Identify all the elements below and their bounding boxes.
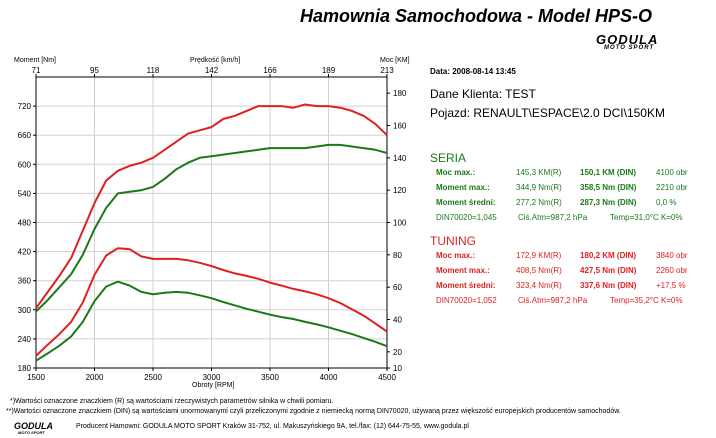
client-line: Dane Klienta: TEST [430,87,536,101]
y-right-tick-label: 100 [393,219,407,228]
top-tick-label: 95 [90,66,99,75]
y-left-tick-label: 600 [18,160,32,169]
top-tick-label: 71 [32,66,41,75]
top-axis-label: Prędkość [km/h] [190,57,241,64]
footer-logo-sub: MOTO SPORT [18,430,45,435]
footer-logo-main: GODULA [14,421,53,431]
godula-logo: GODULA MOTO SPORT [596,32,680,52]
top-tick-label: 213 [380,66,394,75]
series-line-seria-moment [35,280,388,362]
top-tick-label: 142 [205,66,219,75]
right-axis-label: Moc [KM] [380,57,410,64]
series-line-tuning-moment [35,247,388,357]
y-left-tick-label: 660 [18,131,32,140]
y-right-tick-label: 60 [393,283,402,292]
logo-main-text: GODULA [596,32,659,47]
tuning-heading: TUNING [430,234,476,248]
result-din-value: 287,3 Nm (DIN) [580,198,637,207]
seria-heading: SERIA [430,151,467,165]
x-tick-label: 3000 [203,373,221,382]
din-factor: DIN70020=1,045 [436,213,497,222]
x-tick-label: 2500 [144,373,162,382]
top-tick-label: 189 [322,66,336,75]
y-left-tick-label: 420 [18,248,32,257]
result-r-value: 172,9 KM(R) [516,251,562,260]
footer-logo: GODULA MOTO SPORT [14,421,68,435]
y-left-tick-label: 300 [18,306,32,315]
top-tick-label: 166 [263,66,277,75]
x-tick-label: 4000 [320,373,338,382]
result-label: Moc max.: [436,251,476,260]
result-label: Moment max.: [436,183,490,192]
result-label: Moment max.: [436,266,490,275]
footnote-din: **)Wartości oznaczone znaczkiem (DIN) są… [6,408,621,415]
date-line: Data: 2008-08-14 13:45 [430,67,516,76]
y-left-tick-label: 240 [18,335,32,344]
result-din-value: 358,5 Nm (DIN) [580,183,637,192]
result-extra: 2260 obr [656,266,688,275]
left-axis-label: Moment [Nm] [14,57,57,64]
y-right-tick-label: 120 [393,186,407,195]
series-line-tuning-moc [35,103,388,309]
y-right-tick-label: 20 [393,348,402,357]
y-left-tick-label: 720 [18,102,32,111]
series-line-seria-moc [35,143,388,313]
result-din-value: 427,5 Nm (DIN) [580,266,637,275]
result-r-value: 408,5 Nm(R) [516,266,562,275]
din-factor: DIN70020=1,052 [436,296,497,305]
result-r-value: 145,3 KM(R) [516,168,562,177]
result-extra: 4100 obr [656,168,688,177]
y-left-tick-label: 540 [18,189,32,198]
y-right-tick-label: 140 [393,154,407,163]
temperature: Temp=35,2°C K=0% [610,296,683,305]
atm-pressure: Ciś.Atm=987,2 hPa [518,213,588,222]
result-extra: 3840 obr [656,251,688,260]
top-tick-label: 118 [147,66,160,75]
x-tick-label: 1500 [27,373,45,382]
footnote-r: *)Wartości oznaczone znaczkiem (R) są wa… [10,398,334,405]
y-right-tick-label: 80 [393,251,402,260]
y-left-tick-label: 480 [18,219,32,228]
result-din-value: 337,6 Nm (DIN) [580,281,637,290]
bottom-axis-label: Obroty [RPM] [192,382,235,389]
x-tick-label: 4500 [378,373,396,382]
y-left-tick-label: 360 [18,277,32,286]
y-left-tick-label: 180 [18,364,32,373]
y-right-tick-label: 40 [393,316,402,325]
result-extra: +17,5 % [656,281,686,290]
x-tick-label: 3500 [261,373,279,382]
result-r-value: 344,9 Nm(R) [516,183,562,192]
result-r-value: 277,2 Nm(R) [516,198,562,207]
result-extra: 0,0 % [656,198,677,207]
vehicle-line: Pojazd: RENAULT\ESPACE\2.0 DCI\150KM [430,106,665,120]
y-right-tick-label: 180 [393,89,407,98]
page-title: Hamownia Samochodowa - Model HPS-O [300,6,653,26]
result-din-value: 150,1 KM (DIN) [580,168,637,177]
result-label: Moc max.: [436,168,476,177]
y-right-tick-label: 160 [393,122,407,131]
x-tick-label: 2000 [86,373,104,382]
atm-pressure: Ciś.Atm=987,2 hPa [518,296,588,305]
result-r-value: 323,4 Nm(R) [516,281,562,290]
logo-sub-text: MOTO SPORT [604,45,655,51]
y-right-tick-label: 10 [393,364,402,373]
temperature: Temp=31,0°C K=0% [610,213,683,222]
result-label: Moment średni: [436,198,496,207]
result-extra: 2210 obr [656,183,688,192]
result-label: Moment średni: [436,281,496,290]
producer-line: Producent Hamowni: GODULA MOTO SPORT Kra… [76,423,469,430]
result-din-value: 180,2 KM (DIN) [580,251,637,260]
